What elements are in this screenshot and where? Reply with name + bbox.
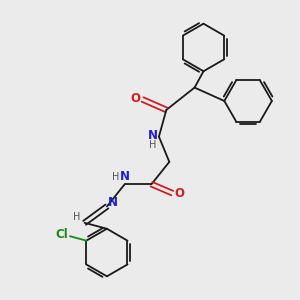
Text: N: N [108, 196, 118, 208]
Text: N: N [147, 129, 158, 142]
Text: H: H [149, 140, 156, 150]
Text: N: N [120, 170, 130, 183]
Text: O: O [130, 92, 140, 105]
Text: H: H [112, 172, 119, 182]
Text: H: H [73, 212, 80, 223]
Text: O: O [175, 187, 185, 200]
Text: Cl: Cl [56, 228, 68, 241]
